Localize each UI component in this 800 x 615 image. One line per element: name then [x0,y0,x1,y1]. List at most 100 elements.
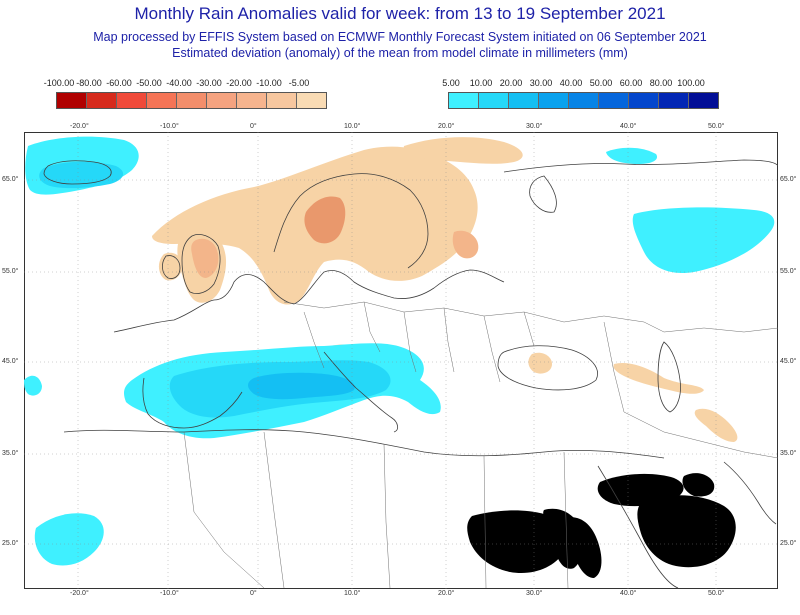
legend-tick-label: 60.00 [619,78,643,88]
dry-area-norway-dark [304,196,346,244]
legend-tick-label: 80.00 [649,78,673,88]
wet-area-atlantic-west [24,375,42,396]
coast-iceland [43,160,112,185]
coast-italy [323,351,398,433]
dry-area-turkey [613,362,704,394]
legend-tick-label: -50.00 [136,78,162,88]
lon-tick-label-top: 20.0° [438,123,455,130]
lat-tick-label-left: 65.0° [2,176,19,183]
wet-area-iceland-mid [39,161,124,189]
legend-color-box [449,93,479,108]
lon-tick-label-top: 0° [250,123,257,130]
coast-persian-gulf [723,461,777,525]
legend-tick-label: 20.00 [499,78,523,88]
legend-color-box [659,93,689,108]
dry-area-levant [694,408,738,442]
lat-tick-label-left: 25.0° [2,540,19,547]
lon-tick-label-top: 50.0° [708,123,725,130]
legend-tick-label: -40.00 [166,78,192,88]
legend-tick-label: -100.00 [43,78,75,88]
lat-tick-label-right: 45.0° [780,358,797,365]
dry-area-baltic-mid [452,230,479,259]
legend-color-box [569,93,599,108]
legend-positive-anomaly: 5.00 10.00 20.00 30.00 40.00 50.00 60.00 80.00 1… [442,78,748,109]
lon-tick-label-top: 30.0° [526,123,543,130]
dry-area-ireland [158,252,182,281]
legend-tick-label: -10.00 [256,78,282,88]
legend-color-box [207,93,237,108]
legend-tick-label: -80.00 [76,78,102,88]
legend-tick-label: 100.00 [677,78,705,88]
coast-europe [113,269,505,333]
legend-color-box [599,93,629,108]
legend-tick-label: 5.00 [442,78,460,88]
legend-color-box [177,93,207,108]
graticule [24,132,778,589]
coast-iberia [142,377,243,429]
country-borders [183,301,779,589]
lat-tick-label-right: 25.0° [780,540,797,547]
legend-tick-label: -20.00 [226,78,252,88]
legend-color-box [117,93,147,108]
dry-anomaly-areas [152,137,738,442]
coast-black-sea [497,345,598,391]
mask-arabia-east [682,473,715,497]
mask-arabia-central [637,495,736,568]
lat-tick-label-left: 45.0° [2,358,19,365]
lon-tick-label-top: 10.0° [344,123,361,130]
lat-tick-label-right: 35.0° [780,450,797,457]
legend-color-box [237,93,267,108]
lon-tick-label-bottom: -10.0° [160,590,179,597]
legend-tick-label: -30.00 [196,78,222,88]
lon-tick-label-bottom: 0° [250,590,257,597]
lon-tick-label-bottom: 40.0° [620,590,637,597]
lon-tick-label-top: 40.0° [620,123,637,130]
legend-tick-label: 40.00 [559,78,583,88]
coast-caspian [657,341,681,413]
legend-tick-label: -5.00 [288,78,310,88]
coast-red-sea [597,465,679,589]
legend-color-box [147,93,177,108]
coast-uk [181,234,221,294]
rain-anomaly-map: -20.0° -20.0° -10.0° -10.0° 0° 0° 10.0° 10.0° 20… [2,123,796,597]
wet-area-med-dark [248,372,355,400]
lat-tick-label-left: 55.0° [2,268,19,275]
legend-tick-label: -60.00 [106,78,132,88]
legend-color-box [539,93,569,108]
map-title: Monthly Rain Anomalies valid for week: f… [134,4,666,23]
mask-libya [467,510,567,574]
map-subtitle-processing: Map processed by EFFIS System based on E… [93,30,707,44]
legend-tick-label: 10.00 [469,78,493,88]
coastlines [43,159,779,589]
map-subtitle-units: Estimated deviation (anomaly) of the mea… [172,46,628,60]
legend-color-box [509,93,539,108]
wet-area-canary [34,513,104,566]
coast-north-africa [63,429,665,459]
wet-anomaly-areas [24,136,775,566]
coast-white-sea [529,175,557,213]
dry-area-black-sea [528,352,552,374]
legend-tick-label: 50.00 [589,78,613,88]
lon-tick-label-bottom: 30.0° [526,590,543,597]
dry-area-siberia-north [403,137,523,164]
legend-color-box [267,93,297,108]
legend-color-box [57,93,87,108]
lat-tick-label-left: 35.0° [2,450,19,457]
mask-egypt-strip [562,517,602,578]
lon-tick-label-top: -20.0° [70,123,89,130]
lon-tick-label-bottom: 20.0° [438,590,455,597]
legend-color-box [479,93,509,108]
lat-tick-label-right: 55.0° [780,268,797,275]
legend-color-box [297,93,326,108]
dry-area-uk-mid [191,238,219,278]
legend-tick-label: 30.00 [529,78,553,88]
map-canvas [24,132,779,589]
coast-russia-north [503,159,779,173]
legend-color-box [87,93,117,108]
legend-color-box [629,93,659,108]
legend-color-box [689,93,718,108]
legend-negative-anomaly: -100.00 -80.00 -60.00 -50.00 -40.00 -30.00 -20… [44,78,356,109]
wet-area-novaya [606,147,658,164]
coast-scandinavia [273,173,429,269]
lon-tick-label-bottom: 10.0° [344,590,361,597]
